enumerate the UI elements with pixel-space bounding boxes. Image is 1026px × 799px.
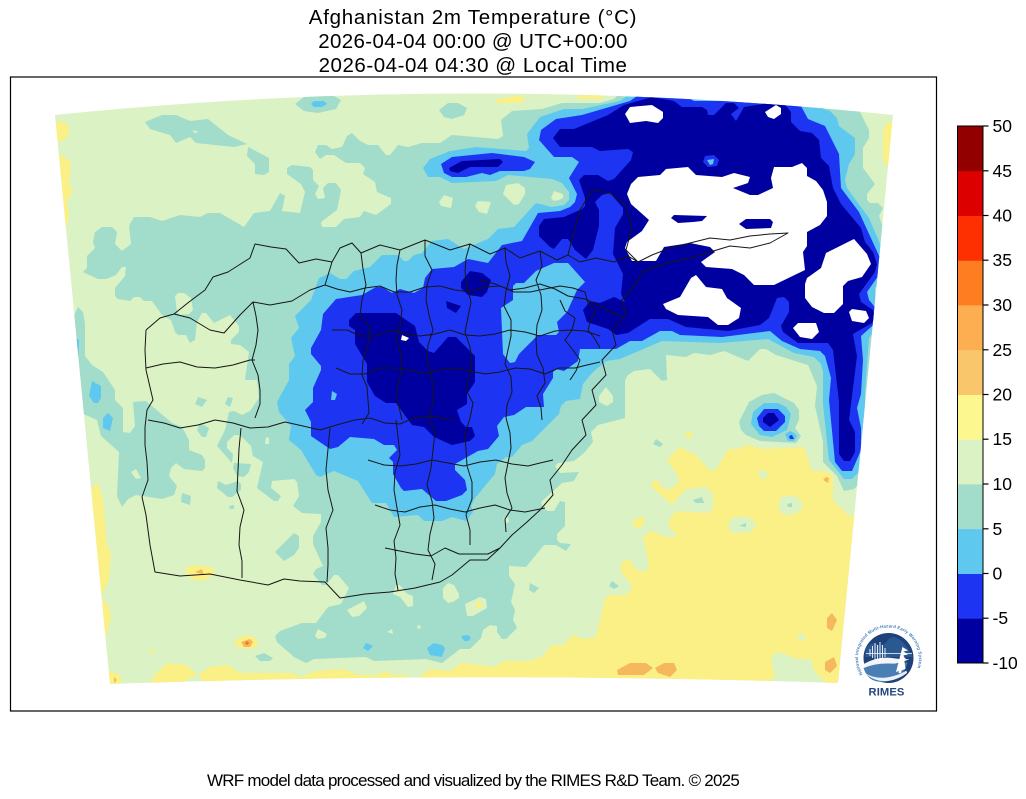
svg-text:45: 45 (993, 161, 1012, 181)
svg-text:15: 15 (993, 429, 1012, 449)
svg-text:35: 35 (993, 250, 1012, 270)
svg-text:40: 40 (993, 206, 1013, 226)
svg-text:30: 30 (993, 295, 1013, 315)
svg-text:50: 50 (993, 116, 1013, 136)
svg-text:-10: -10 (993, 653, 1019, 673)
svg-text:10: 10 (993, 474, 1013, 494)
svg-text:0: 0 (993, 564, 1003, 584)
svg-text:5: 5 (993, 519, 1003, 539)
svg-text:-5: -5 (993, 608, 1009, 628)
svg-text:25: 25 (993, 340, 1012, 360)
svg-text:20: 20 (993, 385, 1013, 405)
svg-text:RIMES: RIMES (869, 687, 905, 699)
